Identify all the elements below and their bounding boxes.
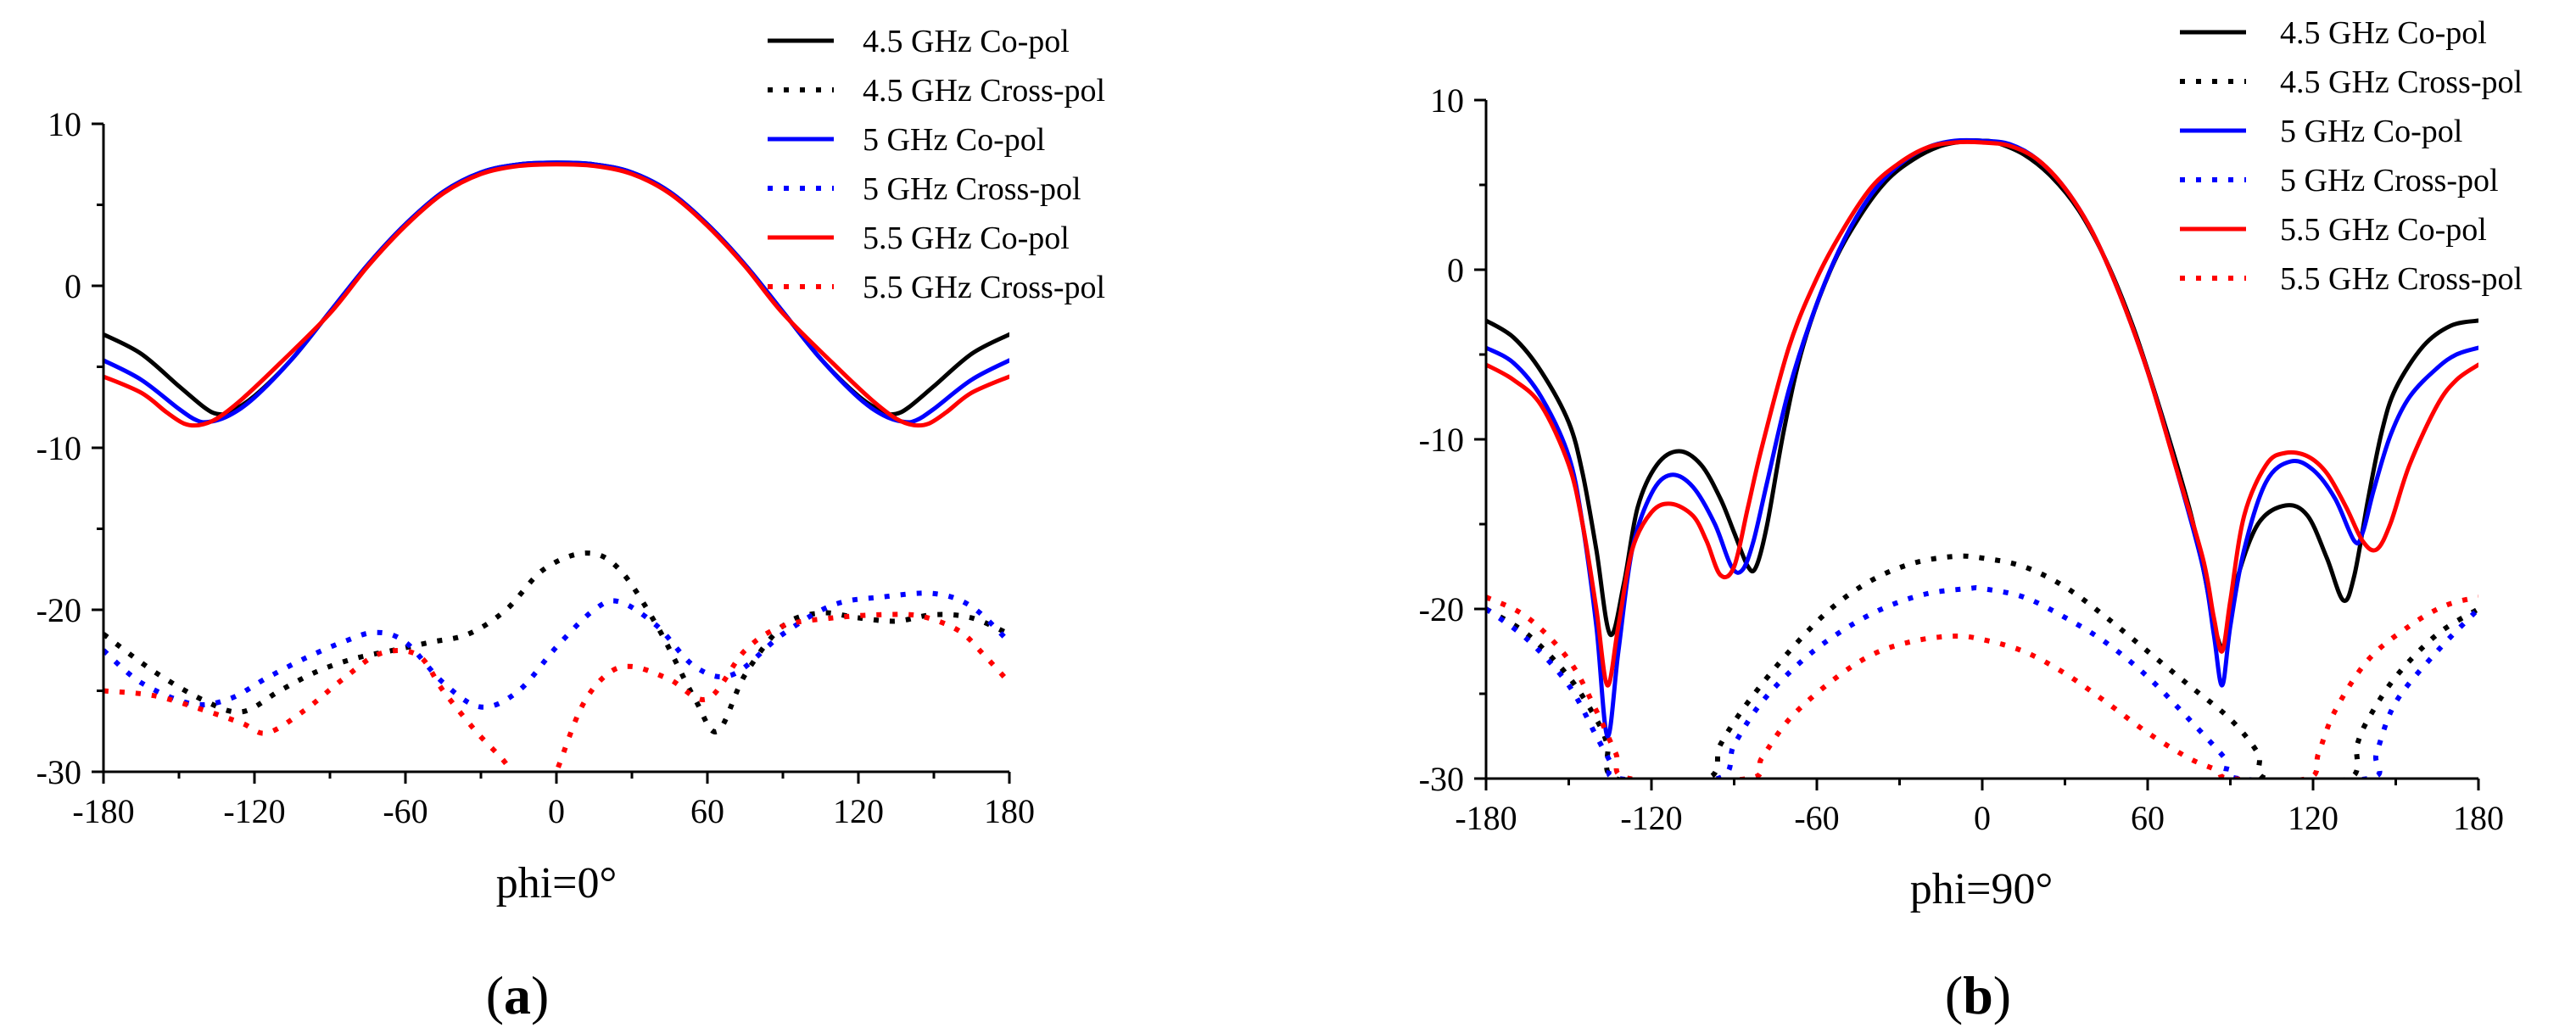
series-line-b-5 [1486, 139, 2478, 688]
y-tick-label: -10 [36, 429, 81, 467]
series-line-b-2 [1486, 553, 2478, 779]
y-tick-label: -30 [1419, 760, 1464, 798]
x-tick-label: -60 [1794, 799, 1839, 837]
x-axis-title-a: phi=0° [496, 859, 617, 907]
panel-label-a-letter: a [504, 965, 531, 1025]
panel-label-b-open: ( [1945, 965, 1963, 1025]
x-tick-label: -120 [1620, 799, 1682, 837]
legend-label: 5.5 GHz Cross-pol [863, 270, 1105, 305]
y-tick-label: -30 [36, 753, 81, 791]
legend-label: 5.5 GHz Co-pol [863, 221, 1070, 256]
x-axis-title-b: phi=90° [1910, 865, 2054, 913]
legend-label: 4.5 GHz Co-pol [863, 24, 1070, 59]
series-line-a-4 [103, 590, 1009, 710]
x-tick-label: 60 [2131, 799, 2165, 837]
legend-label: 5.5 GHz Cross-pol [2280, 261, 2523, 297]
x-tick-label: -180 [72, 792, 134, 830]
series-line-a-6 [103, 611, 1009, 772]
x-tick-label: -60 [383, 792, 427, 830]
x-tick-label: -120 [223, 792, 285, 830]
panel-label-b-letter: b [1963, 965, 1993, 1025]
legend-label: 4.5 GHz Cross-pol [863, 73, 1105, 109]
x-tick-label: 120 [2288, 799, 2339, 837]
series-line-b-4 [1486, 584, 2478, 779]
axes-a: -180 -120 -60 0 60 120 180 -30 -20 -10 0 10 [36, 105, 1035, 830]
x-tick-label: -180 [1455, 799, 1517, 837]
y-tick-label: 0 [1447, 251, 1464, 289]
panel-label-b: (b) [1945, 965, 2011, 1025]
series-layer-a [103, 160, 1009, 772]
legend-label: 5 GHz Cross-pol [2280, 163, 2499, 198]
chart-panel-b: -180 -120 -60 0 60 120 180 -30 -20 -10 0 10 4.5 GHz… [1419, 15, 2523, 1025]
series-line-b-6 [1486, 595, 2478, 779]
x-tick-label: 180 [2453, 799, 2504, 837]
panel-label-b-close: ) [1993, 965, 2011, 1025]
y-tick-label: -10 [1419, 421, 1464, 459]
x-tick-label: 0 [1974, 799, 1991, 837]
panel-label-a: (a) [486, 965, 550, 1025]
series-layer-b [1486, 137, 2478, 779]
y-tick-label: 10 [47, 105, 81, 143]
legend-label: 5 GHz Co-pol [863, 122, 1045, 158]
x-tick-label: 120 [833, 792, 884, 830]
panel-label-a-close: ) [531, 965, 549, 1025]
series-line-a-5 [103, 162, 1009, 428]
y-tick-label: 10 [1430, 81, 1464, 120]
x-tick-label: 60 [690, 792, 724, 830]
legend-label: 5 GHz Co-pol [2280, 114, 2462, 149]
y-tick-label: -20 [1419, 590, 1464, 628]
chart-panel-a: -180 -120 -60 0 60 120 180 -30 -20 -10 0 10 4.5 GHz… [36, 24, 1105, 1025]
legend-a: 4.5 GHz Co-pol 4.5 GHz Cross-pol 5 GHz Co-… [768, 24, 1105, 305]
legend-label: 5 GHz Cross-pol [863, 171, 1081, 207]
y-tick-label: -20 [36, 591, 81, 629]
axes-b: -180 -120 -60 0 60 120 180 -30 -20 -10 0 10 [1419, 81, 2504, 837]
legend-label: 4.5 GHz Co-pol [2280, 15, 2487, 51]
y-tick-label: 0 [64, 267, 81, 305]
legend-label: 4.5 GHz Cross-pol [2280, 64, 2523, 100]
panel-label-a-open: ( [486, 965, 504, 1025]
x-tick-label: 180 [984, 792, 1035, 830]
legend-label: 5.5 GHz Co-pol [2280, 212, 2487, 248]
series-line-a-2 [103, 550, 1009, 734]
legend-b: 4.5 GHz Co-pol 4.5 GHz Cross-pol 5 GHz Co-… [2180, 15, 2523, 297]
x-tick-label: 0 [548, 792, 565, 830]
